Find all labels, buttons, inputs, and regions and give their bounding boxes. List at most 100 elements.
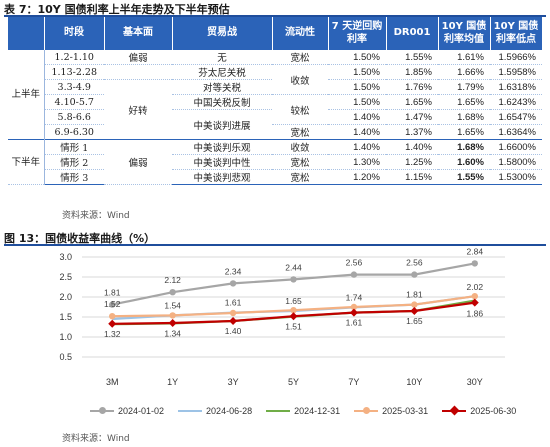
cell-low: 1.5300%: [490, 169, 542, 186]
y-tick-label: 1.5: [59, 312, 72, 322]
cell-period: 1.2-1.10: [44, 50, 104, 66]
cell-dr001: 1.47%: [386, 109, 438, 126]
cell-dr001: 1.15%: [386, 169, 438, 186]
cell-period: 情形 2: [44, 154, 104, 171]
legend-label: 2025-03-31: [382, 406, 429, 416]
series-point-2025-06-30: [168, 319, 177, 327]
cell-low: 1.5800%: [490, 154, 542, 171]
data-label: 1.65: [285, 296, 302, 306]
data-label: 1.32: [104, 329, 121, 339]
header-dr001: DR001: [386, 17, 439, 50]
cell-trade: 中美谈判悲观: [172, 169, 272, 186]
cell-period: 4.10-5.7: [44, 94, 104, 111]
cell-trade: 无: [172, 50, 272, 66]
header-period: 时段: [44, 17, 105, 50]
header-liquidity: 流动性: [272, 17, 329, 50]
series-point-2024-01-02: [411, 271, 418, 278]
x-tick-label: 30Y: [467, 377, 483, 387]
header-trade-war: 贸易战: [172, 17, 273, 50]
x-tick-label: 7Y: [348, 377, 359, 387]
series-point-2025-06-30: [229, 317, 238, 325]
table-row: 情形 3 中美谈判悲观 宽松 1.20% 1.15% 1.55% 1.5300%: [8, 169, 542, 186]
cell-dr001: 1.25%: [386, 154, 438, 171]
series-point-2024-01-02: [109, 301, 116, 308]
data-label: 1.52: [104, 299, 121, 309]
table-caption-rule: [4, 15, 546, 17]
series-point-2025-03-31: [411, 301, 418, 308]
data-label: 1.74: [346, 292, 363, 302]
series-point-2025-06-30: [289, 312, 298, 321]
cell-period: 情形 1: [44, 139, 104, 156]
header-avg: 10Y 国债利率均值: [438, 17, 491, 50]
legend-marker: [99, 407, 106, 414]
cell-avg: 1.68%: [438, 109, 490, 126]
series-point-2025-03-31: [169, 312, 176, 319]
cell-avg: 1.60%: [438, 154, 490, 171]
data-label: 2.02: [467, 282, 484, 292]
data-label: 2.56: [406, 258, 423, 268]
legend-label: 2025-06-30: [470, 406, 517, 416]
series-point-2025-06-30: [349, 308, 358, 317]
cell-r7: 1.40%: [328, 124, 386, 141]
cell-liquidity: 宽松: [272, 124, 328, 141]
cell-fundamentals: 偏弱: [104, 50, 172, 66]
x-tick-label: 5Y: [288, 377, 299, 387]
x-tick-label: 10Y: [406, 377, 422, 387]
cell-period: 5.8-6.6: [44, 109, 104, 126]
series-point-2025-06-30: [470, 298, 479, 307]
table-row: 下半年 情形 1 偏弱 中美谈判乐观 收敛 1.40% 1.40% 1.68% …: [8, 139, 542, 186]
y-tick-label: 0.5: [59, 352, 72, 362]
legend-item: 2025-03-31: [354, 406, 428, 416]
yield-curve-chart: 0.5 1.0 1.5 2.0 2.5 3.0 3M 1Y 3Y 5Y 7Y 10Y 30Y 1.81 2.…: [59, 247, 505, 387]
cell-fundamentals: 好转: [104, 79, 172, 141]
table-source: 资料来源：Wind: [62, 211, 130, 221]
cell-r7: 1.30%: [328, 154, 386, 171]
series-point-2025-03-31: [109, 313, 116, 320]
cell-low: 1.6318%: [490, 79, 542, 96]
cell-dr001: 1.40%: [386, 139, 438, 156]
cell-avg: 1.55%: [438, 169, 490, 186]
cell-period: 6.9-6.30: [44, 124, 104, 141]
cell-low: 1.5958%: [490, 64, 542, 81]
figure-source: 资料来源：Wind: [62, 434, 130, 444]
cell-r7: 1.40%: [328, 109, 386, 126]
cell-avg: 1.65%: [438, 94, 490, 111]
cell-low: 1.6364%: [490, 124, 542, 141]
cell-fundamentals: [104, 64, 172, 81]
series-point-2024-01-02: [229, 280, 237, 287]
header-blank: [8, 17, 45, 50]
cell-liquidity: 宽松: [272, 154, 328, 171]
legend-marker: [363, 407, 371, 414]
cell-avg: 1.68%: [438, 139, 490, 156]
cell-trade: 中国关税反制: [172, 94, 272, 111]
x-tick-label: 3Y: [228, 377, 239, 387]
y-tick-label: 2.0: [59, 292, 72, 302]
cell-r7: 1.50%: [328, 64, 386, 81]
y-tick-label: 1.0: [59, 332, 72, 342]
header-reverse-repo: 7 天逆回购利率: [328, 17, 387, 50]
table-row: 1.13-2.28 芬太尼关税 收敛 1.50% 1.85% 1.66% 1.5…: [8, 64, 542, 96]
cell-trade: 中美谈判中性: [172, 154, 272, 171]
data-label: 1.51: [285, 322, 302, 332]
cell-low: 1.6243%: [490, 94, 542, 111]
cell-period: 3.3-4.9: [44, 79, 104, 96]
table-row: 6.9-6.30 宽松 1.40% 1.37% 1.65% 1.6364%: [8, 124, 542, 141]
legend-item: 2024-06-28: [178, 406, 252, 416]
cell-trade: 中美谈判乐观: [172, 139, 272, 156]
table-row: 3.3-4.9 好转 对等关税 1.50% 1.76% 1.79% 1.6318…: [8, 79, 542, 141]
cell-avg: 1.66%: [438, 64, 490, 81]
data-label: 2.84: [467, 247, 484, 256]
cell-r7: 1.50%: [328, 79, 386, 96]
cell-avg: 1.65%: [438, 124, 490, 141]
data-label: 1.81: [104, 288, 121, 298]
data-label: 1.40: [225, 326, 242, 336]
cell-dr001: 1.65%: [386, 94, 438, 111]
cell-dr001: 1.76%: [386, 79, 438, 96]
table-caption: 表 7：10Y 国债利率上半年走势及下半年预估: [4, 3, 230, 16]
cell-low: 1.6600%: [490, 139, 542, 156]
chart-legend: 2024-01-02 2024-06-28 2024-12-31 2025-03-31…: [90, 405, 530, 416]
table-row: 上半年 1.2-1.10 偏弱 无 宽松 1.50% 1.55% 1.61% 1…: [8, 50, 542, 141]
data-label: 1.86: [467, 309, 484, 319]
cell-trade: 中美谈判进展: [172, 109, 272, 141]
cell-dr001: 1.85%: [386, 64, 438, 81]
